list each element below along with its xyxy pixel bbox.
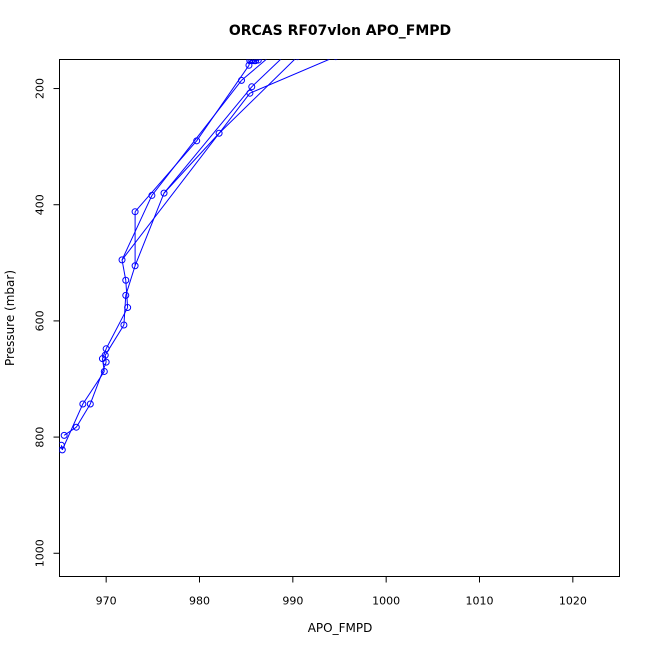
data-point bbox=[102, 358, 110, 366]
y-axis-label: Pressure (mbar) bbox=[3, 270, 17, 366]
data-point bbox=[193, 137, 201, 145]
series-line-segment bbox=[75, 403, 91, 428]
y-axis: 200 400 600 800 1000 bbox=[34, 78, 60, 567]
series-line-segment bbox=[249, 59, 331, 94]
data-point bbox=[250, 59, 258, 65]
data-point bbox=[238, 76, 245, 84]
x-tick-label: 1020 bbox=[559, 595, 587, 608]
data-point bbox=[59, 441, 65, 449]
data-point bbox=[248, 59, 256, 65]
series-line-segment bbox=[134, 140, 198, 213]
data-point bbox=[79, 400, 87, 408]
series-line-segment bbox=[163, 86, 253, 194]
data-series bbox=[59, 59, 338, 454]
x-tick-label: 970 bbox=[96, 595, 117, 608]
data-point bbox=[60, 431, 68, 439]
series-line-segment bbox=[101, 358, 105, 372]
chart-title: ORCAS RF07vlon APO_FMPD bbox=[229, 23, 451, 39]
series-line-segment bbox=[121, 92, 251, 261]
series-line-segment bbox=[123, 295, 127, 326]
y-tick-label: 1000 bbox=[34, 539, 47, 567]
series-line-segment bbox=[61, 403, 84, 451]
data-point bbox=[248, 83, 256, 91]
data-point bbox=[246, 59, 254, 65]
data-point bbox=[86, 400, 94, 408]
data-point bbox=[72, 423, 80, 431]
data-point bbox=[254, 59, 262, 64]
series-line-segment bbox=[241, 59, 267, 81]
x-tick-label: 1000 bbox=[372, 595, 400, 608]
series-line-segment bbox=[251, 59, 282, 88]
x-axis-label: APO_FMPD bbox=[308, 621, 373, 635]
data-point bbox=[100, 367, 108, 375]
y-tick-label: 600 bbox=[34, 310, 47, 331]
series-line-segment bbox=[134, 192, 165, 266]
series-line-segment bbox=[218, 59, 296, 134]
x-axis: 970 980 990 1000 1010 1020 bbox=[96, 576, 587, 608]
data-point bbox=[122, 276, 130, 284]
plot-area bbox=[59, 59, 338, 454]
data-point bbox=[148, 191, 156, 199]
y-tick-label: 400 bbox=[34, 194, 47, 215]
data-point bbox=[118, 256, 126, 264]
data-point bbox=[122, 291, 130, 299]
data-point bbox=[295, 59, 300, 61]
data-point bbox=[120, 321, 128, 329]
x-tick-label: 1010 bbox=[466, 595, 494, 608]
x-tick-label: 980 bbox=[189, 595, 210, 608]
data-point bbox=[333, 59, 338, 61]
data-point bbox=[59, 446, 66, 454]
series-line-segment bbox=[163, 132, 220, 194]
data-point bbox=[124, 304, 132, 312]
data-point bbox=[102, 345, 110, 353]
series-line-segment bbox=[121, 195, 153, 261]
plot-frame bbox=[59, 59, 620, 577]
x-tick-label: 990 bbox=[282, 595, 303, 608]
series-line-segment bbox=[104, 324, 125, 356]
data-point bbox=[160, 189, 168, 197]
data-point bbox=[246, 89, 254, 97]
data-point bbox=[215, 129, 223, 137]
series-line-segment bbox=[105, 307, 129, 350]
y-tick-label: 200 bbox=[34, 78, 47, 99]
data-point bbox=[101, 351, 109, 359]
series-line-segment bbox=[125, 265, 136, 296]
data-point bbox=[131, 262, 139, 270]
y-tick-label: 800 bbox=[34, 427, 47, 448]
data-point bbox=[131, 208, 139, 216]
